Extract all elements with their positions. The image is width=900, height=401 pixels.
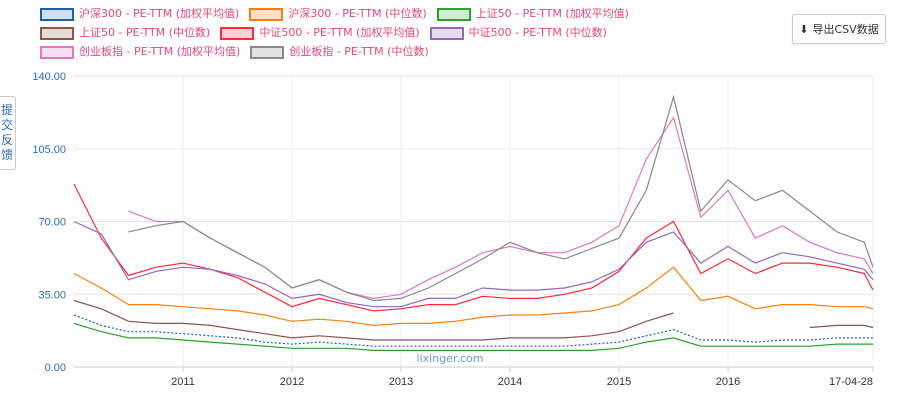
series-line[interactable] [73, 220, 874, 308]
legend-label: 中证500 - PE-TTM (加权平均值) [259, 26, 420, 39]
legend-label: 上证50 - PE-TTM (中位数) [79, 26, 211, 39]
watermark: lixinger.com [417, 352, 484, 365]
y-tick-label: 70.00 [38, 217, 66, 229]
chart-legend: 沪深300 - PE-TTM (加权平均值) 沪深300 - PE-TTM (中位… [40, 4, 782, 61]
legend-item[interactable]: 沪深300 - PE-TTM (中位数) [249, 4, 427, 23]
y-tick-label: 140.00 [32, 71, 66, 83]
series-line[interactable] [73, 299, 874, 341]
export-csv-label: 导出CSV数据 [812, 23, 879, 36]
legend-item[interactable]: 上证50 - PE-TTM (中位数) [40, 23, 210, 42]
legend-item[interactable]: 中证500 - PE-TTM (中位数) [429, 23, 607, 42]
series-line[interactable] [73, 314, 873, 347]
legend-label: 沪深300 - PE-TTM (中位数) [288, 7, 427, 20]
legend-swatch [40, 26, 74, 40]
x-tick-label: 2014 [498, 376, 522, 388]
legend-item[interactable]: 中证500 - PE-TTM (加权平均值) [220, 23, 420, 42]
legend-label: 创业板指 - PE-TTM (加权平均值) [79, 45, 241, 58]
series-line[interactable] [128, 94, 874, 302]
legend-item[interactable]: 沪深300 - PE-TTM (加权平均值) [40, 4, 239, 23]
download-icon: ⬇ [799, 22, 809, 36]
legend-label: 上证50 - PE-TTM (加权平均值) [475, 7, 629, 20]
x-tick-label: 2015 [607, 376, 631, 388]
legend-swatch [40, 7, 74, 21]
legend-label: 沪深300 - PE-TTM (加权平均值) [79, 7, 240, 20]
x-tick-label: 2016 [716, 376, 740, 388]
x-tick-label: 2012 [280, 376, 304, 388]
legend-item[interactable]: 创业板指 - PE-TTM (中位数) [250, 42, 429, 61]
x-tick-label: 17-04-28 [829, 376, 873, 388]
x-tick-label: 2013 [389, 376, 413, 388]
legend-swatch [40, 45, 74, 59]
feedback-tab[interactable]: 提交反馈 [0, 96, 16, 170]
legend-label: 中证500 - PE-TTM (中位数) [468, 26, 607, 39]
legend-swatch [436, 7, 471, 21]
legend-swatch [249, 7, 284, 21]
legend-label: 创业板指 - PE-TTM (中位数) [289, 45, 429, 58]
legend-swatch [220, 26, 255, 40]
legend-swatch [429, 26, 464, 40]
y-tick-label: 35.00 [38, 289, 66, 301]
x-tick-label: 2011 [171, 376, 195, 388]
legend-item[interactable]: 上证50 - PE-TTM (加权平均值) [436, 4, 629, 23]
series-line[interactable] [73, 266, 874, 327]
y-tick-label: 0.00 [45, 362, 66, 374]
y-tick-label: 105.00 [32, 144, 66, 156]
export-csv-button[interactable]: ⬇ 导出CSV数据 [792, 14, 886, 44]
legend-item[interactable]: 创业板指 - PE-TTM (加权平均值) [40, 42, 240, 61]
legend-swatch [250, 45, 285, 59]
series-line[interactable] [73, 322, 873, 351]
